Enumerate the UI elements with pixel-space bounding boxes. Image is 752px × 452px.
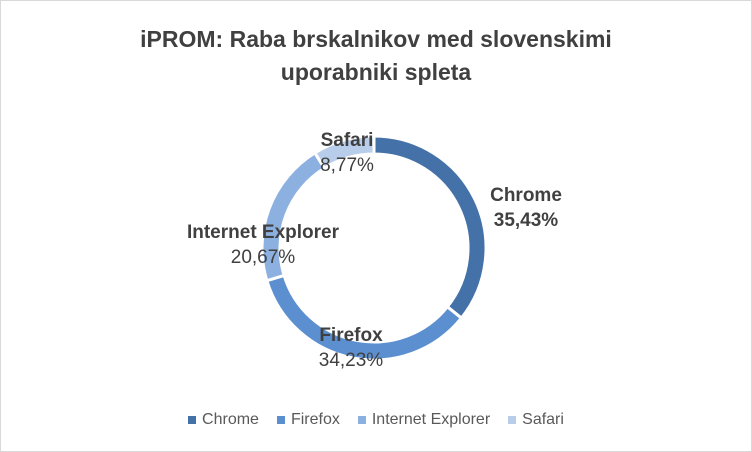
donut-slice-chrome [372,134,488,321]
donut-slice-firefox [264,273,464,362]
legend-item-chrome: Chrome [188,411,259,429]
data-label-name-safari: Safari [321,130,374,151]
legend-item-safari: Safari [508,411,564,429]
legend-label-chrome: Chrome [202,411,259,428]
data-label-value-firefox: 34,23% [319,350,384,371]
chart-title-line-2: uporabniki spleta [280,59,472,85]
legend-label-safari: Safari [522,411,564,428]
data-label-value-safari: 8,77% [320,155,374,176]
legend-label-internet-explorer: Internet Explorer [371,411,491,428]
legend-swatch-chrome [188,416,197,424]
legend-label-firefox: Firefox [290,411,340,428]
legend-swatch-firefox [276,416,285,424]
data-label-value-chrome: 35,43% [494,210,559,231]
legend-item-internet-explorer: Internet Explorer [357,411,491,429]
data-label-value-internet-explorer: 20,67% [231,247,296,268]
legend-item-firefox: Firefox [276,411,340,429]
data-label-name-internet-explorer: Internet Explorer [187,222,340,243]
data-label-name-firefox: Firefox [319,325,383,346]
chart-title: iPROM: Raba brskalnikov med slovenskimi … [1,23,751,89]
data-label-name-chrome: Chrome [490,185,562,206]
legend-swatch-internet-explorer [357,416,366,424]
donut-slice-safari [312,134,376,171]
legend-swatch-safari [508,416,517,424]
chart-title-line-1: iPROM: Raba brskalnikov med slovenskimi [140,26,612,52]
chart-legend: Chrome Firefox Internet Explorer Safari [1,411,751,429]
